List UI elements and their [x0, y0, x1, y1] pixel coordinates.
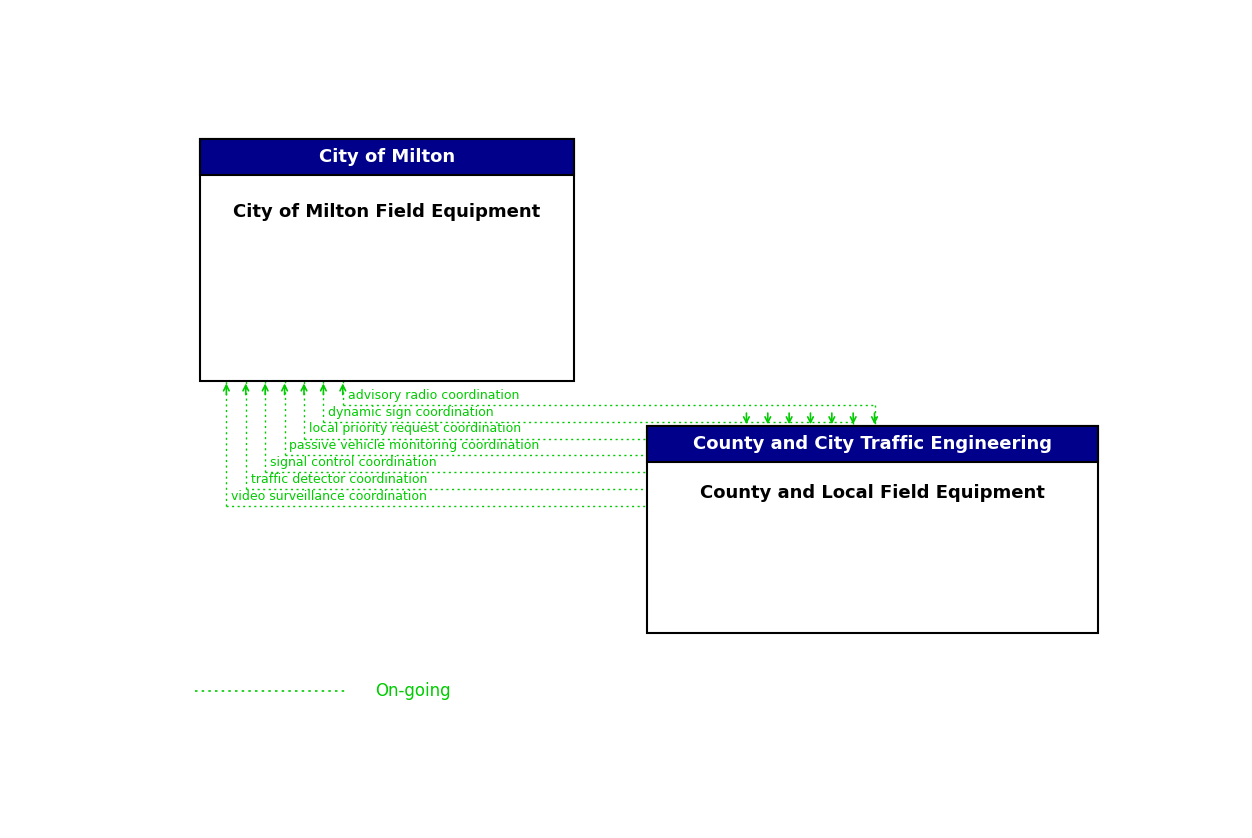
- Text: traffic detector coordination: traffic detector coordination: [250, 473, 427, 486]
- Text: County and City Traffic Engineering: County and City Traffic Engineering: [692, 435, 1052, 453]
- Text: County and Local Field Equipment: County and Local Field Equipment: [700, 484, 1044, 502]
- Bar: [646, 427, 1098, 462]
- Text: On-going: On-going: [374, 682, 451, 700]
- Bar: [200, 139, 573, 175]
- Text: local priority request coordination: local priority request coordination: [309, 422, 521, 436]
- Text: City of Milton Field Equipment: City of Milton Field Equipment: [233, 203, 541, 221]
- Text: City of Milton: City of Milton: [319, 148, 454, 166]
- Bar: [200, 139, 573, 175]
- Bar: [646, 427, 1098, 462]
- Text: signal control coordination: signal control coordination: [270, 456, 437, 469]
- Text: advisory radio coordination: advisory radio coordination: [348, 389, 520, 402]
- Text: video surveillance coordination: video surveillance coordination: [232, 489, 427, 503]
- Text: passive vehicle monitoring coordination: passive vehicle monitoring coordination: [289, 439, 540, 453]
- Bar: [200, 139, 573, 381]
- Bar: [646, 427, 1098, 633]
- Text: dynamic sign coordination: dynamic sign coordination: [328, 406, 493, 419]
